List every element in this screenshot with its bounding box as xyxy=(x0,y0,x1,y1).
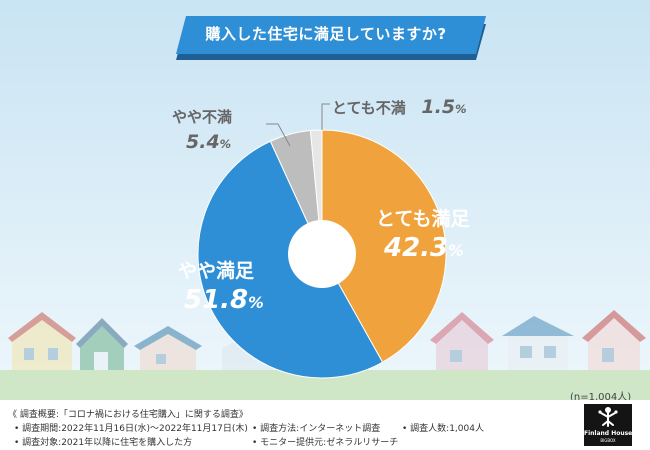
survey-target: • 調査対象:2021年以降に住宅を購入した方 xyxy=(14,438,193,448)
label-very-satisfied: とても満足 42.3% xyxy=(376,204,469,263)
chart-stage xyxy=(0,0,650,400)
label-somewhat-dissatisfied: やや不満 5.4% xyxy=(172,106,232,153)
survey-method: • 調査方法:インターネット調査 xyxy=(252,424,381,434)
slice-value-somewhat-satisfied: 51.8 xyxy=(184,285,249,315)
house-6 xyxy=(508,334,568,372)
slice-value-somewhat-dissatisfied: 5.4 xyxy=(186,131,220,153)
slice-value-very-dissatisfied: 1.5 xyxy=(421,96,456,118)
label-somewhat-satisfied: やや満足 51.8% xyxy=(178,256,264,315)
slice-label-somewhat-satisfied: やや満足 xyxy=(178,260,255,282)
slice-unit-very-dissatisfied: % xyxy=(455,102,467,116)
slice-label-very-dissatisfied: とても不満 xyxy=(332,99,406,117)
survey-count: • 調査人数:1,004人 xyxy=(402,424,484,434)
slice-label-somewhat-dissatisfied: やや不満 xyxy=(172,108,233,126)
leader-line-very-dissatisfied xyxy=(321,103,330,130)
logo-wordmark: Finland House xyxy=(584,430,633,437)
survey-provider: • モニター提供元:ゼネラルリサーチ xyxy=(252,438,399,448)
pie-slice-very-satisfied xyxy=(321,129,447,363)
survey-heading: 《 調査概要:「コロナ禍における住宅購入」に関する調査》 xyxy=(8,410,248,420)
leader-line-somewhat-dissatisfied xyxy=(266,123,291,147)
donut-hole xyxy=(288,220,356,288)
slice-unit-somewhat-dissatisfied: % xyxy=(219,137,232,151)
sample-size: (n=1,004人) xyxy=(570,392,632,403)
slice-unit-somewhat-satisfied: % xyxy=(248,294,264,312)
slice-value-very-satisfied: 42.3 xyxy=(384,233,449,263)
label-very-dissatisfied: とても不満 1.5% xyxy=(332,96,466,118)
slice-label-very-satisfied: とても満足 xyxy=(376,208,470,230)
slice-unit-very-satisfied: % xyxy=(448,242,464,260)
page-title: 購入した住宅に満足していますか? xyxy=(205,25,447,43)
logo-subtitle: BIGBOX xyxy=(600,438,616,443)
survey-period: • 調査期間:2022年11月16日(水)〜2022年11月17日(木) xyxy=(14,424,248,434)
tree-figure-icon xyxy=(598,407,618,427)
finland-house-logo: Finland House BIGBOX xyxy=(584,404,632,446)
survey-footer xyxy=(0,400,650,450)
title-banner-shape xyxy=(176,16,486,54)
house-illustrations xyxy=(8,310,646,372)
